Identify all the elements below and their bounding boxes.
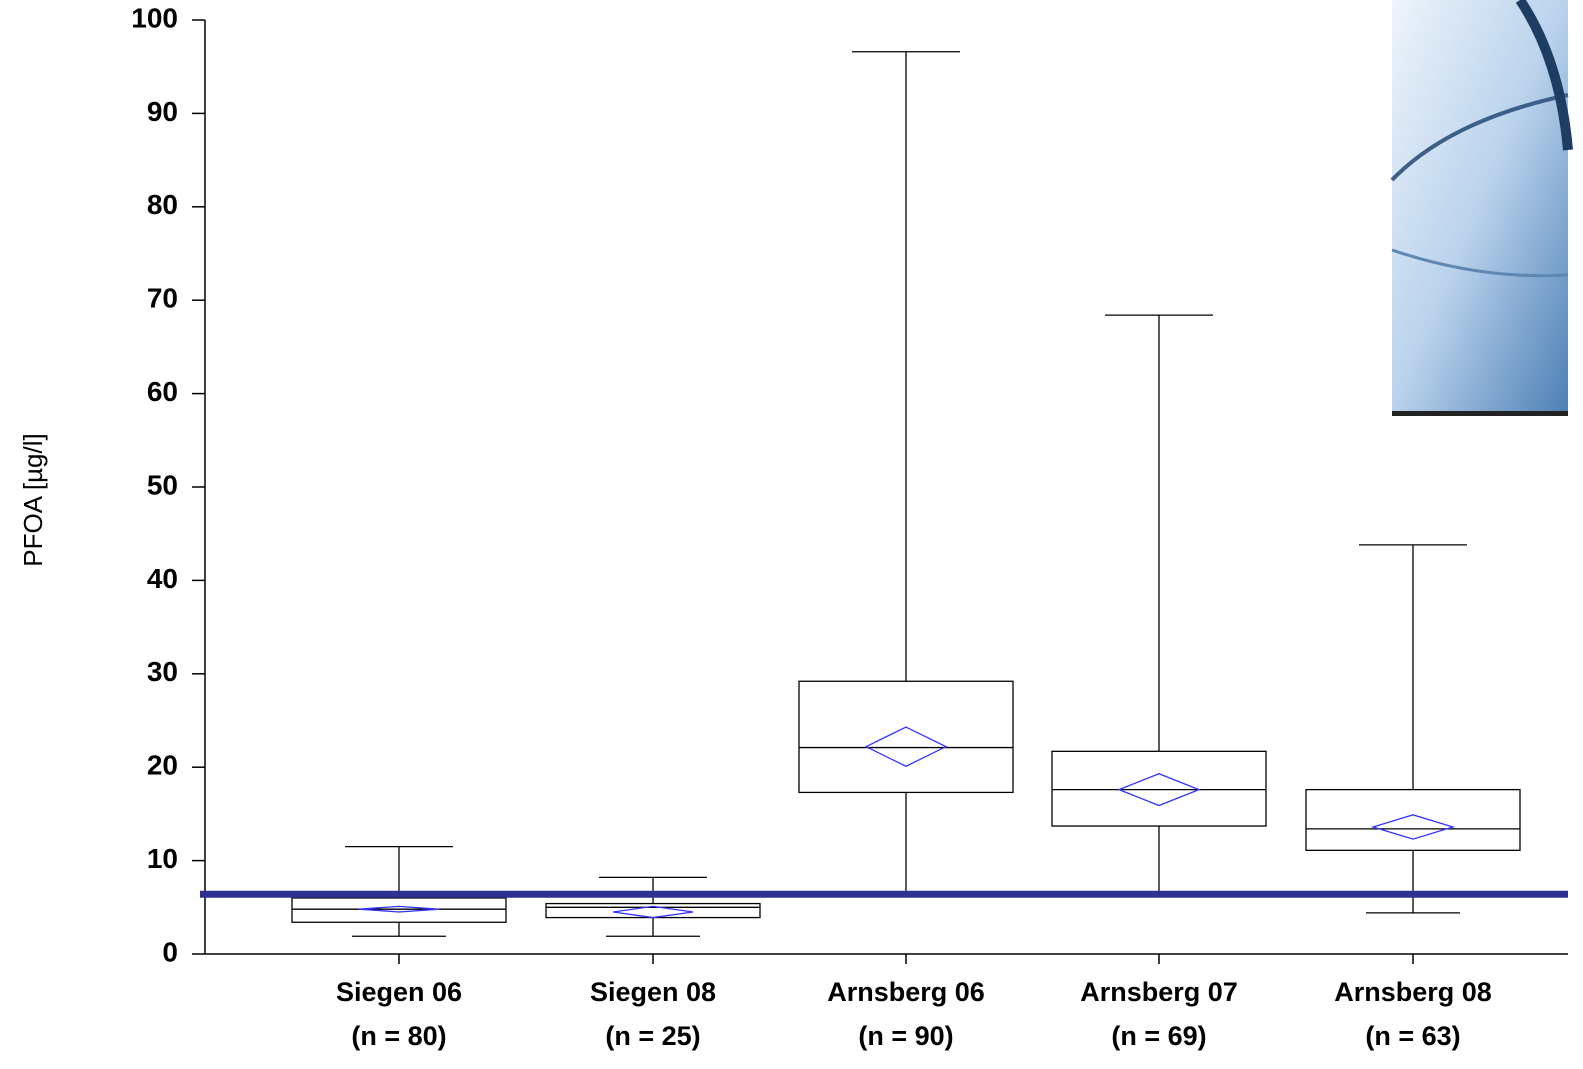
- y-tick-label: 70: [147, 283, 178, 314]
- x-tick-label: Arnsberg 08: [1334, 977, 1492, 1007]
- y-tick-label: 0: [162, 936, 178, 967]
- y-tick-label: 10: [147, 843, 178, 874]
- x-tick-note: (n = 69): [1111, 1021, 1206, 1051]
- x-tick-note: (n = 63): [1365, 1021, 1460, 1051]
- x-tick-note: (n = 80): [351, 1021, 446, 1051]
- page: {"chart_data": {"type": "box", "y_label"…: [0, 0, 1583, 1069]
- y-tick-label: 100: [131, 2, 178, 33]
- box: [799, 681, 1013, 792]
- box: [546, 904, 760, 918]
- box: [292, 898, 506, 922]
- y-tick-label: 60: [147, 376, 178, 407]
- x-tick-note: (n = 90): [858, 1021, 953, 1051]
- x-tick-label: Arnsberg 06: [827, 977, 985, 1007]
- x-tick-label: Arnsberg 07: [1080, 977, 1238, 1007]
- y-axis-label: PFOA [µg/l]: [18, 433, 48, 566]
- box: [1306, 790, 1520, 851]
- chart: PFOA [µg/l] 0 10 20 30 40 50 60 70 80 90 100 Siegen…: [0, 0, 1583, 1069]
- y-tick-label: 50: [147, 469, 178, 500]
- x-tick-label: Siegen 08: [590, 977, 716, 1007]
- y-tick-label: 90: [147, 96, 178, 127]
- y-tick-label: 30: [147, 656, 178, 687]
- box: [1052, 751, 1266, 826]
- photo: [1392, 0, 1568, 416]
- y-tick-label: 40: [147, 563, 178, 594]
- x-tick-note: (n = 25): [605, 1021, 700, 1051]
- y-tick-label: 80: [147, 189, 178, 220]
- x-tick-label: Siegen 06: [336, 977, 462, 1007]
- y-tick-label: 20: [147, 750, 178, 781]
